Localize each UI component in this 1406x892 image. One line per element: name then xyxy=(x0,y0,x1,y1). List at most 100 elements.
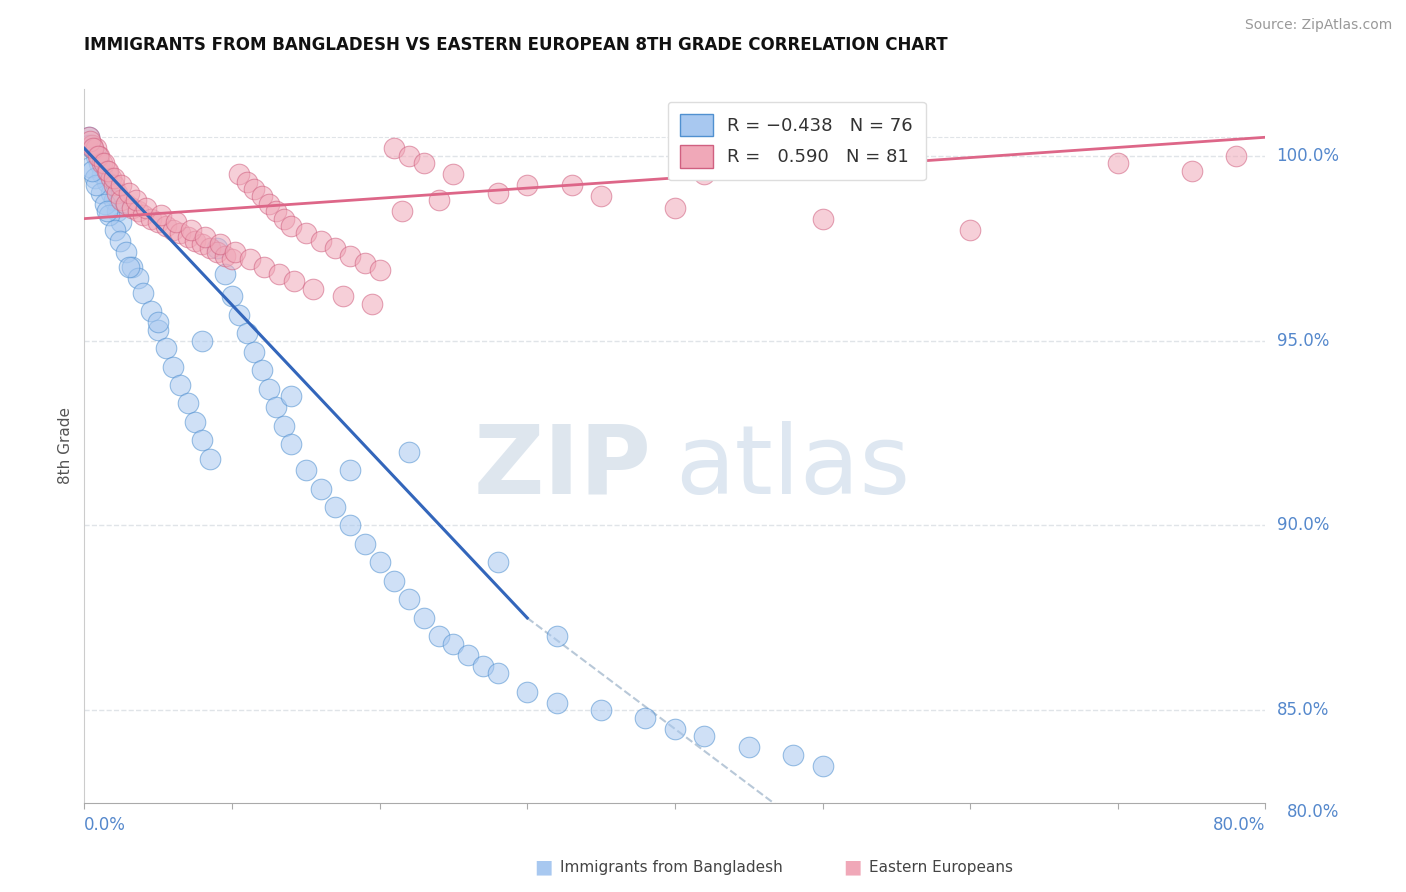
Point xyxy=(169,227,191,241)
Point xyxy=(96,204,118,219)
Point xyxy=(295,463,318,477)
Point xyxy=(886,156,908,170)
Point xyxy=(90,186,112,200)
Point xyxy=(165,215,187,229)
Text: IMMIGRANTS FROM BANGLADESH VS EASTERN EUROPEAN 8TH GRADE CORRELATION CHART: IMMIGRANTS FROM BANGLADESH VS EASTERN EU… xyxy=(84,36,948,54)
Point xyxy=(198,452,221,467)
Point xyxy=(105,204,128,219)
Point xyxy=(139,211,162,226)
Text: ■: ■ xyxy=(534,857,553,877)
Point xyxy=(121,201,143,215)
Point xyxy=(441,167,464,181)
Point xyxy=(1180,163,1202,178)
Point xyxy=(148,315,170,329)
Point xyxy=(79,134,101,148)
Point xyxy=(295,227,318,241)
Point xyxy=(84,149,107,163)
Point xyxy=(472,659,495,673)
Point xyxy=(391,204,413,219)
Point xyxy=(486,556,509,570)
Point xyxy=(221,252,243,267)
Point xyxy=(84,178,107,193)
Point xyxy=(184,415,207,429)
Point xyxy=(283,275,305,289)
Point xyxy=(693,729,716,743)
Point xyxy=(100,170,122,185)
Point xyxy=(811,211,834,226)
Point xyxy=(209,237,232,252)
Point xyxy=(103,170,125,185)
Point xyxy=(664,201,686,215)
Point xyxy=(121,260,143,274)
Point xyxy=(486,666,509,681)
Point xyxy=(87,156,111,170)
Point xyxy=(155,341,177,355)
Point xyxy=(191,434,214,448)
Text: Source: ZipAtlas.com: Source: ZipAtlas.com xyxy=(1244,18,1392,32)
Point xyxy=(148,322,170,336)
Point xyxy=(235,326,259,341)
Point xyxy=(354,256,377,270)
Point xyxy=(103,178,125,193)
Point xyxy=(413,611,436,625)
Point xyxy=(591,189,613,203)
Point xyxy=(398,592,420,607)
Point xyxy=(96,163,118,178)
Point xyxy=(110,215,132,229)
Point xyxy=(77,130,100,145)
Point xyxy=(323,241,347,255)
Point xyxy=(77,137,100,152)
Point xyxy=(118,186,141,200)
Point xyxy=(368,263,391,277)
Point xyxy=(100,186,122,200)
Point xyxy=(239,252,262,267)
Text: Immigrants from Bangladesh: Immigrants from Bangladesh xyxy=(560,860,782,874)
Point xyxy=(546,696,568,710)
Point xyxy=(441,637,464,651)
Point xyxy=(382,141,406,155)
Point xyxy=(243,344,266,359)
Point xyxy=(79,160,101,174)
Point xyxy=(591,703,613,717)
Point xyxy=(94,196,117,211)
Point xyxy=(125,193,148,207)
Point xyxy=(339,463,361,477)
Text: 80.0%: 80.0% xyxy=(1213,816,1265,834)
Point xyxy=(198,241,221,255)
Point xyxy=(253,260,276,274)
Point xyxy=(427,629,450,643)
Point xyxy=(560,178,583,193)
Legend: R = −0.438   N = 76, R =   0.590   N = 81: R = −0.438 N = 76, R = 0.590 N = 81 xyxy=(668,102,925,180)
Point xyxy=(103,193,125,207)
Point xyxy=(368,556,391,570)
Point xyxy=(959,223,981,237)
Point xyxy=(664,722,686,736)
Point xyxy=(162,223,184,237)
Point xyxy=(214,267,236,281)
Point xyxy=(82,141,104,155)
Point xyxy=(91,156,114,170)
Point xyxy=(162,359,184,374)
Point xyxy=(398,149,420,163)
Point xyxy=(139,304,162,318)
Point xyxy=(354,537,377,551)
Point xyxy=(177,396,200,410)
Point xyxy=(150,208,173,222)
Point xyxy=(96,175,118,189)
Point xyxy=(257,382,280,396)
Point xyxy=(205,244,228,259)
Point xyxy=(243,182,266,196)
Point xyxy=(250,363,273,377)
Point xyxy=(184,234,207,248)
Point xyxy=(118,260,141,274)
Point xyxy=(228,167,250,181)
Point xyxy=(132,208,155,222)
Point xyxy=(1225,149,1247,163)
Point xyxy=(257,196,280,211)
Point xyxy=(224,244,246,259)
Text: ■: ■ xyxy=(844,857,862,877)
Point xyxy=(339,249,361,263)
Point xyxy=(280,389,302,403)
Text: 95.0%: 95.0% xyxy=(1277,332,1329,350)
Text: 85.0%: 85.0% xyxy=(1277,701,1329,719)
